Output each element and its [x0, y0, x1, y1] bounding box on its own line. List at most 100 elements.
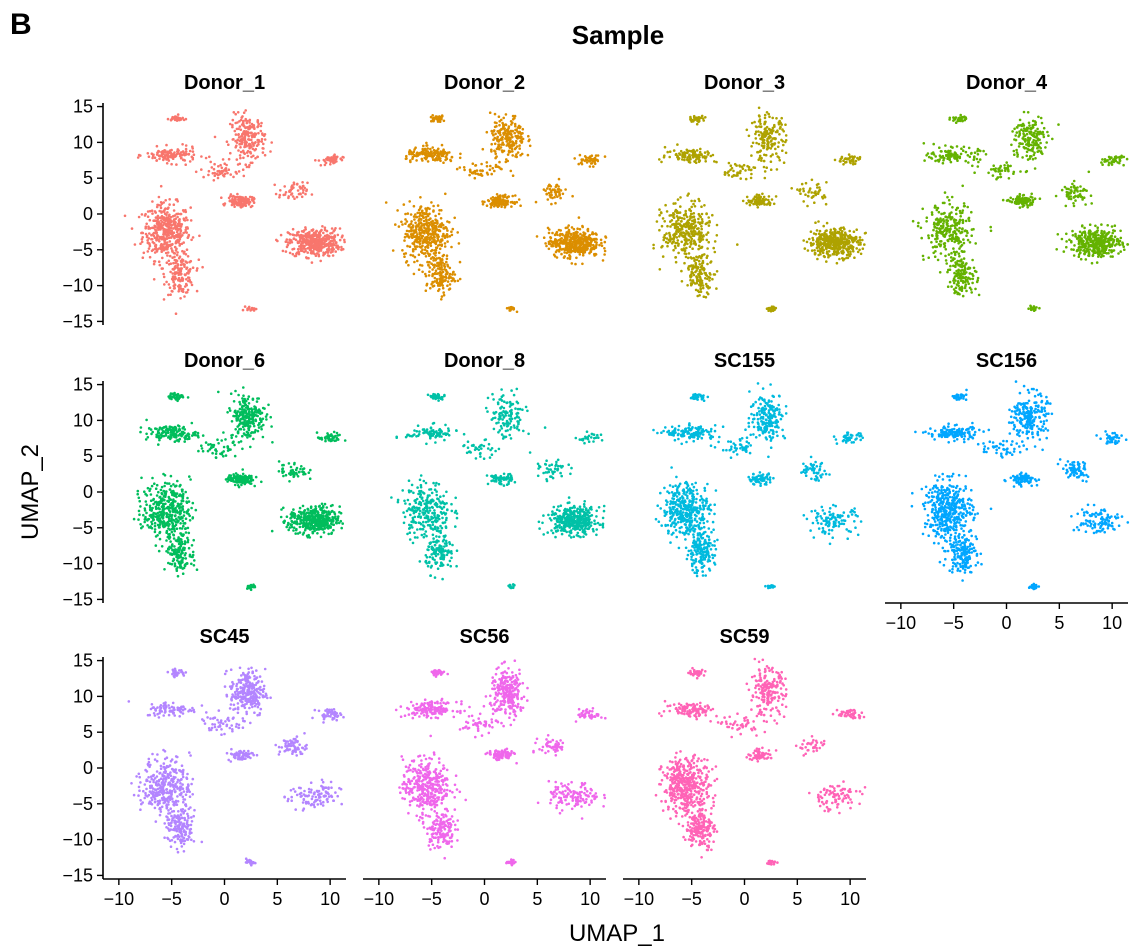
data-point: [235, 144, 238, 148]
data-point: [571, 194, 574, 198]
data-point: [427, 263, 430, 267]
data-point: [412, 229, 416, 232]
data-point: [291, 227, 295, 231]
data-point: [183, 285, 187, 288]
data-point: [574, 262, 577, 266]
data-point: [952, 247, 955, 250]
data-point: [159, 201, 163, 204]
data-point: [256, 155, 259, 159]
data-point: [420, 237, 424, 240]
data-point: [401, 249, 404, 252]
data-point: [183, 265, 186, 269]
data-point: [683, 217, 686, 220]
data-point: [849, 236, 852, 240]
data-point: [425, 221, 428, 225]
data-point: [863, 232, 867, 235]
data-point: [765, 166, 768, 169]
data-point: [442, 293, 446, 297]
data-point: [288, 251, 292, 255]
data-point: [156, 214, 160, 218]
data-point: [575, 246, 578, 249]
data-point: [279, 233, 283, 237]
data-point: [494, 132, 497, 136]
data-point: [927, 234, 930, 237]
data-point: [419, 263, 422, 267]
data-point: [569, 238, 573, 242]
data-point: [816, 257, 819, 261]
data-point: [172, 218, 176, 221]
data-point: [191, 266, 195, 270]
data-point: [293, 197, 296, 200]
data-point: [176, 251, 179, 254]
data-point: [855, 247, 858, 250]
data-point: [442, 119, 446, 123]
data-point: [211, 172, 215, 175]
data-point: [179, 224, 183, 228]
data-point: [769, 168, 773, 171]
data-point: [511, 129, 515, 133]
data-point: [151, 156, 154, 160]
data-point: [404, 212, 407, 216]
data-point: [316, 243, 319, 246]
data-point: [189, 206, 192, 209]
data-point: [577, 216, 581, 219]
data-point: [521, 127, 525, 131]
data-point: [845, 238, 849, 241]
data-point: [252, 201, 256, 204]
data-point: [590, 247, 594, 251]
data-point: [777, 122, 781, 126]
data-point: [279, 189, 282, 192]
data-point: [423, 248, 427, 252]
data-point: [150, 209, 154, 212]
data-point: [843, 231, 847, 234]
data-point: [257, 141, 260, 144]
data-point: [763, 170, 767, 173]
data-point: [768, 308, 771, 311]
data-point: [294, 238, 298, 242]
data-point: [415, 236, 418, 239]
data-point: [581, 262, 584, 266]
data-point: [442, 253, 446, 257]
data-point: [749, 168, 753, 172]
data-point: [296, 189, 300, 192]
data-point: [845, 253, 849, 257]
data-point: [229, 151, 232, 155]
data-point: [284, 240, 288, 243]
data-point: [822, 224, 825, 228]
data-point: [589, 159, 592, 162]
data-point: [774, 195, 778, 198]
data-point: [652, 247, 655, 250]
data-point: [850, 247, 853, 250]
data-point: [687, 268, 690, 271]
data-point: [559, 232, 562, 236]
data-point: [569, 251, 573, 254]
data-point: [693, 160, 696, 163]
data-point: [237, 170, 241, 173]
data-point: [181, 209, 185, 212]
data-point: [176, 266, 179, 270]
data-point: [699, 147, 702, 151]
data-point: [568, 253, 571, 257]
data-point: [438, 247, 442, 251]
data-point: [436, 235, 439, 238]
data-point: [757, 106, 761, 110]
data-point: [246, 307, 249, 311]
data-point: [847, 241, 850, 244]
data-point: [305, 242, 309, 246]
data-point: [557, 188, 561, 191]
data-point: [249, 150, 252, 154]
data-point: [314, 254, 318, 257]
data-point: [147, 155, 151, 158]
data-point: [498, 120, 502, 123]
data-point: [965, 289, 968, 293]
data-point: [248, 163, 251, 167]
data-point: [953, 240, 956, 244]
data-point: [765, 111, 769, 114]
data-point: [699, 256, 703, 260]
data-point: [150, 238, 154, 241]
series-points: [652, 106, 867, 313]
data-point: [499, 138, 503, 142]
data-point: [433, 271, 437, 275]
data-point: [669, 237, 672, 241]
